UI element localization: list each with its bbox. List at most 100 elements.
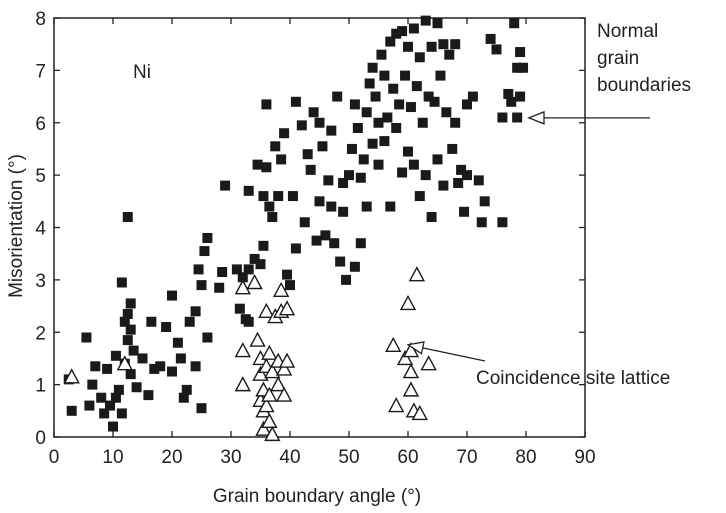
square-point-128 xyxy=(411,81,422,92)
square-point-100 xyxy=(355,238,366,249)
square-point-46 xyxy=(202,332,213,343)
square-point-49 xyxy=(220,180,231,191)
square-point-50 xyxy=(231,264,242,275)
square-point-71 xyxy=(285,280,295,291)
square-point-11 xyxy=(110,350,121,361)
square-point-108 xyxy=(373,159,384,170)
square-point-94 xyxy=(344,170,354,181)
square-point-33 xyxy=(167,366,177,377)
square-point-143 xyxy=(441,107,452,118)
square-point-97 xyxy=(349,99,360,110)
square-point-140 xyxy=(435,70,446,81)
csl-boundary-points xyxy=(63,266,437,442)
square-point-137 xyxy=(429,96,440,107)
square-point-85 xyxy=(323,175,334,186)
square-point-44 xyxy=(199,246,210,257)
square-point-165 xyxy=(512,62,523,73)
square-point-64 xyxy=(264,201,275,212)
square-point-81 xyxy=(314,196,325,207)
x-tick-label-6: 60 xyxy=(397,447,418,468)
square-point-21 xyxy=(125,298,136,309)
triangle-point-1 xyxy=(116,355,133,371)
square-point-95 xyxy=(346,143,357,154)
square-point-116 xyxy=(388,83,399,94)
square-point-92 xyxy=(338,206,349,217)
square-point-87 xyxy=(326,125,337,136)
square-point-134 xyxy=(423,91,434,102)
square-point-23 xyxy=(128,345,139,356)
square-point-38 xyxy=(184,316,195,327)
square-point-127 xyxy=(408,159,419,170)
square-point-121 xyxy=(397,167,408,178)
normal-annotation-arrow-head xyxy=(527,110,545,125)
square-point-103 xyxy=(361,201,372,212)
triangle-point-18 xyxy=(261,412,278,428)
material-label: Ni xyxy=(133,62,151,83)
square-point-158 xyxy=(491,44,502,55)
square-point-141 xyxy=(438,39,449,50)
square-point-83 xyxy=(317,141,328,152)
square-point-146 xyxy=(450,117,461,128)
square-point-104 xyxy=(364,78,375,89)
y-tick-label-8: 8 xyxy=(35,9,46,30)
square-point-148 xyxy=(453,177,464,188)
square-point-7 xyxy=(99,408,110,419)
square-point-109 xyxy=(373,117,384,128)
square-point-16 xyxy=(116,277,127,288)
square-point-65 xyxy=(267,212,278,223)
square-point-149 xyxy=(456,164,467,175)
square-point-68 xyxy=(276,154,287,165)
square-point-8 xyxy=(102,363,113,374)
square-point-25 xyxy=(131,382,142,393)
square-point-115 xyxy=(385,201,396,212)
square-point-168 xyxy=(518,62,529,73)
square-point-144 xyxy=(444,49,455,60)
square-point-80 xyxy=(311,235,322,246)
square-point-154 xyxy=(473,175,484,186)
square-point-55 xyxy=(243,264,254,275)
x-tick-label-2: 20 xyxy=(161,447,182,468)
square-point-105 xyxy=(367,138,378,149)
triangle-point-6 xyxy=(249,331,266,347)
square-point-70 xyxy=(282,269,293,280)
square-point-167 xyxy=(515,91,526,102)
square-point-52 xyxy=(237,272,248,283)
square-point-40 xyxy=(190,306,201,317)
square-point-152 xyxy=(462,170,472,181)
triangle-point-0 xyxy=(63,368,80,384)
square-point-96 xyxy=(349,261,360,272)
square-point-132 xyxy=(420,15,431,26)
triangle-point-12 xyxy=(255,420,272,436)
y-tick-label-2: 2 xyxy=(35,323,46,344)
x-tick-label-9: 90 xyxy=(574,447,595,468)
square-point-48 xyxy=(217,267,228,278)
x-tick-label-4: 40 xyxy=(279,447,300,468)
triangle-point-13 xyxy=(258,302,275,318)
normal-boundaries-annotation: Normal grain boundaries xyxy=(527,21,691,125)
normal-annotation-line-1: grain xyxy=(597,48,639,69)
triangle-point-26 xyxy=(275,360,293,376)
square-point-74 xyxy=(290,96,301,107)
square-point-41 xyxy=(193,264,204,275)
square-point-111 xyxy=(379,136,390,147)
square-point-82 xyxy=(314,117,325,128)
square-point-129 xyxy=(414,52,425,63)
square-point-5 xyxy=(90,361,101,372)
annotations: Ni Normal grain boundaries Coincidence sit… xyxy=(133,21,691,389)
triangle-point-17 xyxy=(261,386,278,402)
normal-annotation-line-0: Normal xyxy=(597,21,658,42)
square-point-36 xyxy=(178,392,189,403)
triangle-point-15 xyxy=(258,397,275,413)
triangle-point-16 xyxy=(261,344,278,360)
triangle-point-27 xyxy=(275,386,293,402)
triangle-point-32 xyxy=(396,349,414,366)
y-tick-label-3: 3 xyxy=(35,271,46,292)
y-tick-label-1: 1 xyxy=(35,376,46,397)
square-point-102 xyxy=(361,107,372,118)
square-point-90 xyxy=(335,256,346,267)
square-point-78 xyxy=(305,164,316,175)
triangle-point-24 xyxy=(272,281,290,298)
square-point-14 xyxy=(116,408,127,419)
x-tick-label-1: 10 xyxy=(102,447,123,468)
triangle-point-28 xyxy=(278,352,296,368)
